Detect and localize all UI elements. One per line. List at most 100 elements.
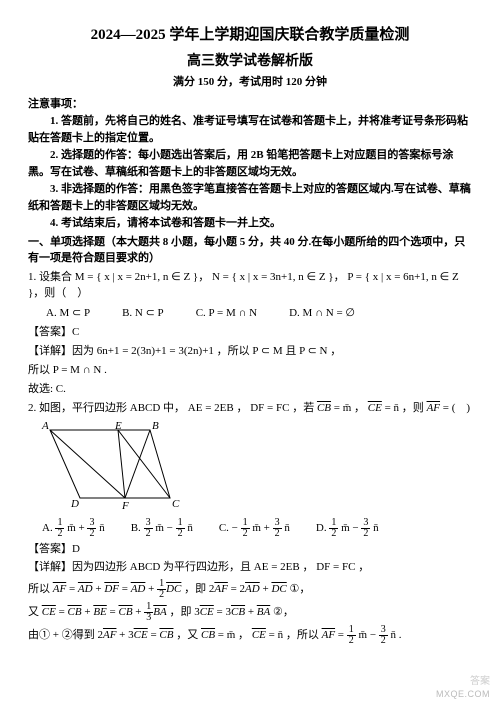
notice-item-4: 4. 考试结束后，请将本试卷和答题卡一并上交。 [28,215,472,232]
vec-cb: CB [317,402,331,414]
t: m̄ − [356,629,379,641]
notice-heading: 注意事项： [28,96,472,113]
label-c: C [172,498,180,510]
vec: AD [131,583,146,595]
f: 3 [144,613,153,623]
t: ②， [270,606,294,618]
q2-explain-2: 所以 AF = AD + DF = AD + 12DC ，即 2AF = 2AD… [28,579,472,600]
q1-options: A. M ⊂ P B. N ⊂ P C. P = M ∩ N D. M ∩ N … [46,305,472,322]
parallelogram-shape [50,430,170,498]
label-b: B [152,420,159,432]
q2d-pre: D. [316,522,329,534]
q2c-mid: m̄ + [250,522,273,534]
line-bf [125,430,150,498]
q2d-mid: m̄ − [338,522,361,534]
vec: CB [159,629,173,641]
q2-stem-c: = n̄ ，则 [382,402,427,414]
vec: AF [214,583,227,595]
label-d: D [70,498,79,510]
q2-stem-b: = m̄ ， [331,402,368,414]
q2c-pre: C. − [219,522,241,534]
exam-title-2: 高三数学试卷解析版 [28,51,472,72]
t: = [107,606,119,618]
q1-stem: 1. 设集合 M = { x | x = 2n+1, n ∈ Z }， N = … [28,269,472,302]
t: + [145,583,157,595]
q2-option-a: A. 12 m̄ + 32 n̄ [42,518,105,539]
label-a: A [41,420,49,432]
q2b-pre: B. [131,522,144,534]
q2-option-c: C. − 12 m̄ + 32 n̄ [219,518,290,539]
q2b-suf: n̄ [185,522,193,534]
vec: CB [68,606,82,618]
label-f: F [121,500,129,510]
q1-option-a: A. M ⊂ P [46,305,90,322]
q2-answer: 【答案】D [28,541,472,558]
t: = n̄ ，所以 [266,629,322,641]
vec: AD [245,583,260,595]
notice-item-2: 2. 选择题的作答：每小题选出答案后，用 2B 铅笔把答题卡上对应题目的答案标号… [28,147,472,181]
q2-stem-d: = ( ) [440,402,470,414]
q2-options: A. 12 m̄ + 32 n̄ B. 32 m̄ − 12 n̄ C. − 1… [42,518,472,539]
q1-explain-1: 【详解】因为 6n+1 = 2(3n)+1 = 3(2n)+1 ，所以 P ⊂ … [28,343,472,360]
q2a-pre: A. [42,522,55,534]
q1-option-d: D. M ∩ N = ∅ [289,305,355,322]
q2b-mid: m̄ − [153,522,176,534]
q2a-suf: n̄ [96,522,104,534]
q2a-mid: m̄ + [64,522,87,534]
vec: AF [322,629,335,641]
vec: AF [53,583,66,595]
exam-title-1: 2024—2025 学年上学期迎国庆联合教学质量检测 [28,24,472,47]
t: = 3 [214,606,231,618]
t: = [148,629,160,641]
t: ，又 [173,629,201,641]
t: + [260,583,272,595]
t: = [335,629,347,641]
f: 1 [347,625,356,636]
vec: BA [153,606,166,618]
q2d-suf: n̄ [370,522,378,534]
f: 1 [157,579,166,590]
q1-explain-3: 故选: C. [28,381,472,398]
t: 又 [28,606,42,618]
q1-option-c: C. P = M ∩ N [196,305,257,322]
vec: BE [93,606,106,618]
vec: CE [42,606,56,618]
vec: AD [78,583,93,595]
line-ef [118,430,125,498]
f: 2 [157,590,166,600]
t: + [245,606,257,618]
q2-stem: 2. 如图，平行四边形 ABCD 中， AE = 2EB ， DF = FC ，… [28,400,472,417]
f: 3 [379,625,388,636]
f: 1 [144,602,153,613]
f: 2 [176,529,185,539]
q1-answer: 【答案】C [28,324,472,341]
vec-ce: CE [368,402,382,414]
q2-option-b: B. 32 m̄ − 12 n̄ [131,518,193,539]
notice-item-1: 1. 答题前，先将自己的姓名、准考证号填写在试卷和答题卡上，并将准考证号条形码粘… [28,113,472,147]
t: = [119,583,131,595]
vec: DC [271,583,286,595]
q2-stem-a: 2. 如图，平行四边形 ABCD 中， AE = 2EB ， DF = FC ，… [28,402,317,414]
vec: DF [104,583,119,595]
t: + [133,606,145,618]
vec: CE [252,629,266,641]
f: 2 [241,529,250,539]
vec: AF [103,629,116,641]
q2c-suf: n̄ [282,522,290,534]
t: = [56,606,68,618]
vec: CB [201,629,215,641]
t: + [82,606,94,618]
f: 2 [329,529,338,539]
parallelogram-svg: A E B D F C [40,420,185,510]
f: 2 [379,636,388,646]
t: + 3 [116,629,133,641]
f: 2 [273,529,282,539]
label-e: E [114,420,122,432]
notice-item-3: 3. 非选择题的作答：用黑色签字笔直接答在答题卡上对应的答题区域内.写在试卷、草… [28,181,472,215]
q2-option-d: D. 12 m̄ − 32 n̄ [316,518,379,539]
q1-option-b: B. N ⊂ P [122,305,164,322]
t: = 2 [228,583,245,595]
vec: CB [231,606,245,618]
exam-title-3: 满分 150 分，考试用时 120 分钟 [28,74,472,91]
vec: BA [257,606,270,618]
